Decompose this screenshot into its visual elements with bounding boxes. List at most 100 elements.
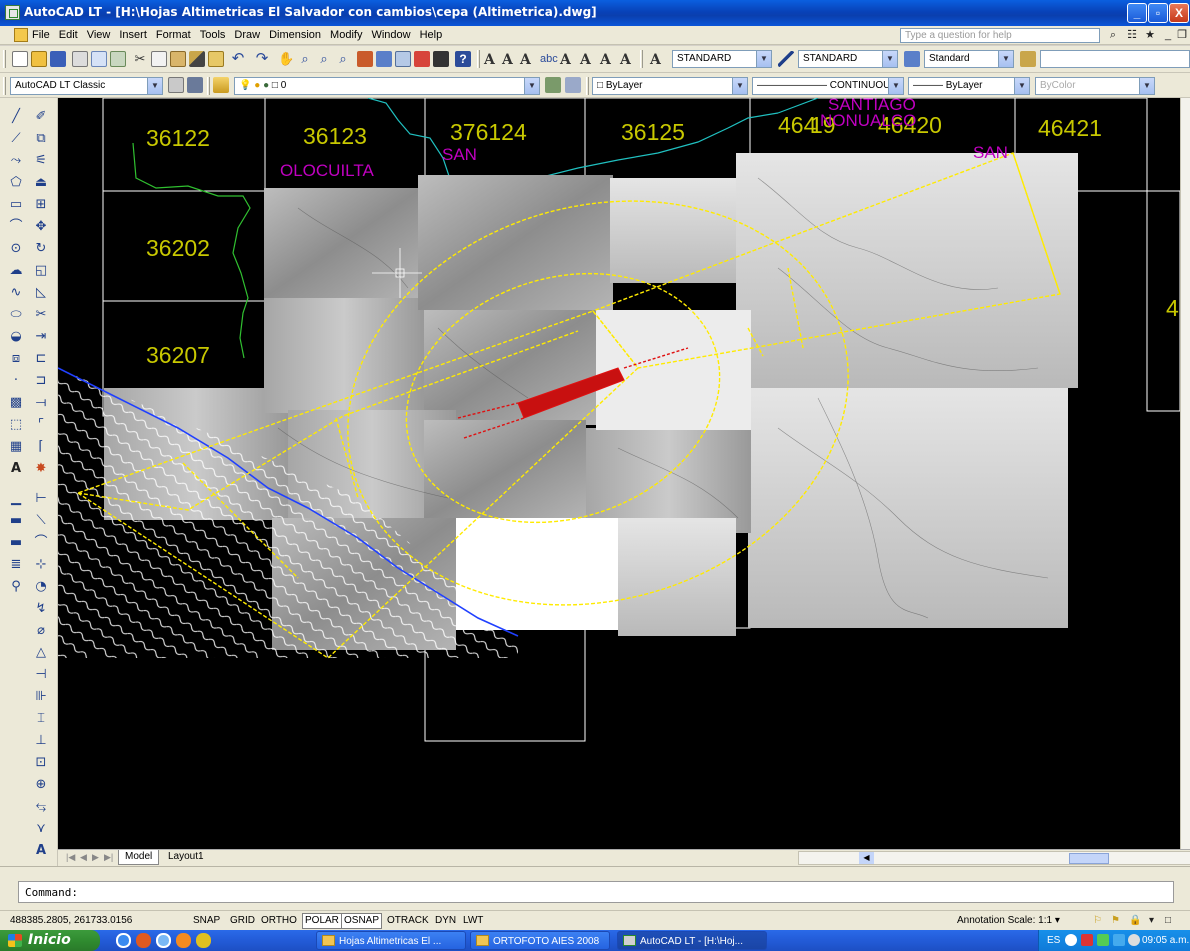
tab-next-icon[interactable]: ▶: [92, 852, 99, 862]
snap-toggle[interactable]: SNAP: [193, 915, 221, 926]
region-icon[interactable]: ⬚: [9, 417, 23, 432]
autocad-app-icon[interactable]: [5, 5, 20, 20]
my-workspace-icon[interactable]: [187, 77, 203, 93]
menu-tools[interactable]: Tools: [199, 29, 226, 41]
chevron-down-icon[interactable]: ▼: [756, 51, 771, 67]
find-text-icon[interactable]: A: [520, 52, 531, 68]
minimize-button[interactable]: _: [1127, 3, 1147, 23]
spell-check-icon[interactable]: abc: [540, 53, 558, 65]
tab-layout1[interactable]: Layout1: [168, 851, 204, 862]
qdim-icon[interactable]: ▁: [11, 491, 21, 506]
menu-window[interactable]: Window: [371, 29, 411, 41]
undo-icon[interactable]: ↶: [231, 50, 245, 67]
extend-icon[interactable]: ⇥: [35, 329, 47, 344]
multileader-style-combo[interactable]: [1040, 50, 1190, 68]
lwt-toggle[interactable]: LWT: [463, 915, 484, 926]
maximize-button[interactable]: ▫: [1148, 3, 1168, 23]
line-icon[interactable]: ╱: [12, 109, 20, 124]
arc-icon[interactable]: ⌒: [9, 219, 23, 234]
cut-icon[interactable]: ✂: [134, 51, 146, 66]
leader-icon[interactable]: ▬: [9, 513, 23, 528]
toolbar-grip[interactable]: [477, 50, 480, 68]
table-style-combo[interactable]: Standard ▼: [924, 50, 1014, 68]
tolerance-frame-icon[interactable]: ⊡: [35, 755, 47, 770]
design-center-icon[interactable]: [376, 51, 392, 67]
scale-icon[interactable]: ◱: [34, 263, 48, 278]
scroll-thumb[interactable]: [1069, 853, 1109, 864]
table-style-icon[interactable]: [904, 51, 920, 67]
radius-icon[interactable]: ◔: [35, 579, 47, 594]
tab-model[interactable]: Model: [118, 850, 160, 865]
start-button[interactable]: Inicio: [0, 930, 100, 951]
join-icon[interactable]: ⊐: [35, 373, 47, 388]
linetype-combo[interactable]: ——————— CONTINUOUS ▼: [752, 77, 904, 95]
hatch-icon[interactable]: ▩: [9, 395, 23, 410]
lock-icon[interactable]: ●: [263, 80, 270, 91]
update-icon[interactable]: [1128, 934, 1140, 946]
offset-icon[interactable]: ⏏: [34, 175, 48, 190]
communication-center-icon[interactable]: ☷: [1127, 29, 1137, 41]
chevron-down-icon[interactable]: ▼: [732, 78, 747, 94]
angular-icon[interactable]: △: [36, 645, 46, 660]
annotation-visibility-icon[interactable]: ⚐: [1093, 915, 1102, 926]
aligned-dimension-icon[interactable]: ⟍: [36, 513, 46, 528]
dim-break-icon[interactable]: ⊥: [35, 733, 47, 748]
chevron-down-icon[interactable]: ▼: [1139, 78, 1154, 94]
task-autocad[interactable]: AutoCAD LT - [H:\Hoj...: [617, 931, 767, 950]
insert-block-icon[interactable]: ⧈: [11, 351, 21, 366]
sheet-set-manager-icon[interactable]: [414, 51, 430, 67]
help-search-input[interactable]: Type a question for help: [900, 28, 1100, 43]
media-player-icon[interactable]: [196, 933, 211, 948]
tolerance-icon[interactable]: ▬: [9, 535, 23, 550]
doc-restore-icon[interactable]: ❐: [1177, 29, 1187, 41]
doc-minimize-icon[interactable]: _: [1164, 29, 1172, 41]
search-help-icon[interactable]: ⌕: [1109, 29, 1117, 41]
status-menu-icon[interactable]: ▾: [1149, 915, 1155, 926]
dim-text-edit-icon[interactable]: A: [35, 843, 47, 858]
publish-icon[interactable]: [110, 51, 126, 67]
properties-icon[interactable]: [357, 51, 373, 67]
quicklaunch-app-icon[interactable]: [136, 933, 151, 948]
text-style-manager-icon[interactable]: A: [650, 52, 661, 68]
horizontal-scrollbar[interactable]: ◀ ▶: [798, 851, 1190, 865]
open-file-icon[interactable]: [31, 51, 47, 67]
move-icon[interactable]: ✥: [35, 219, 47, 234]
arc-length-icon[interactable]: ⌒: [34, 535, 48, 550]
layer-combo[interactable]: 💡 ● ● □ 0 ▼: [234, 77, 540, 95]
diameter-icon[interactable]: ⌀: [37, 623, 45, 638]
save-icon[interactable]: [50, 51, 66, 67]
dyn-toggle[interactable]: DYN: [435, 915, 457, 926]
paste-icon[interactable]: [170, 51, 186, 67]
stretch-icon[interactable]: ◺: [36, 285, 46, 300]
document-icon[interactable]: [14, 28, 28, 42]
dim-edit-icon[interactable]: ⚲: [11, 579, 21, 594]
polar-toggle[interactable]: POLAR: [302, 913, 342, 929]
close-button[interactable]: X: [1169, 3, 1189, 23]
edit-text-icon[interactable]: A: [502, 52, 513, 68]
firefox-icon[interactable]: [176, 933, 191, 948]
dim-space-icon[interactable]: ⌶: [37, 711, 45, 726]
toolbar-grip[interactable]: [3, 50, 6, 68]
chevron-down-icon[interactable]: ▼: [524, 78, 539, 94]
explode-icon[interactable]: ✸: [35, 461, 47, 476]
clean-screen-icon[interactable]: □: [1165, 915, 1172, 926]
make-object-layer-current-icon[interactable]: [545, 77, 561, 93]
rectangle-icon[interactable]: ▭: [9, 197, 23, 212]
osnap-toggle[interactable]: OSNAP: [341, 913, 383, 929]
circle-icon[interactable]: ⊙: [10, 241, 22, 256]
copy-object-icon[interactable]: ⧉: [36, 131, 46, 146]
toolbar-grip[interactable]: [3, 77, 6, 95]
justify-text-icon[interactable]: A: [600, 52, 611, 68]
fillet-corner-icon[interactable]: ⌈: [38, 439, 44, 454]
menu-insert[interactable]: Insert: [119, 29, 147, 41]
menu-draw[interactable]: Draw: [234, 29, 261, 41]
center-icon[interactable]: ⊕: [35, 777, 47, 792]
lightbulb-icon[interactable]: 💡: [239, 80, 252, 91]
baseline-icon[interactable]: ⊣: [35, 667, 47, 682]
menu-help[interactable]: Help: [419, 29, 443, 41]
convert-distance-icon[interactable]: A: [620, 52, 631, 68]
polygon-icon[interactable]: ⬠: [10, 175, 22, 190]
otrack-toggle[interactable]: OTRACK: [387, 915, 429, 926]
plotstyle-combo[interactable]: ByColor ▼: [1035, 77, 1155, 95]
